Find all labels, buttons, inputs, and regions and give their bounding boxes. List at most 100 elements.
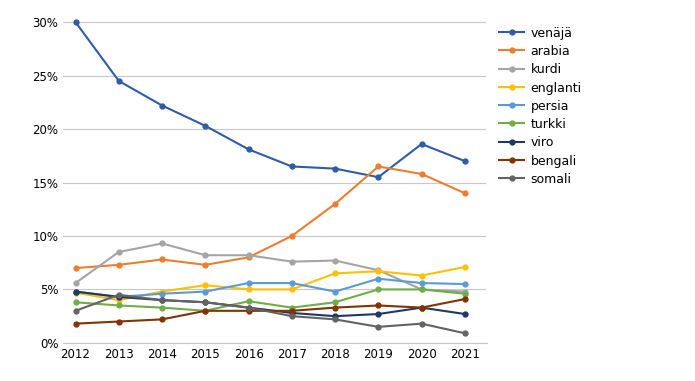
persia xyxy=(115,295,123,299)
turkki xyxy=(418,287,426,292)
turkki xyxy=(201,309,209,313)
englanti xyxy=(418,273,426,278)
arabia xyxy=(201,263,209,267)
venäjä xyxy=(461,159,469,163)
kurdi xyxy=(158,241,166,246)
venäjä xyxy=(245,147,253,152)
viro xyxy=(418,305,426,310)
viro xyxy=(461,312,469,316)
persia xyxy=(158,291,166,296)
arabia xyxy=(288,234,296,238)
kurdi xyxy=(201,253,209,258)
venäjä xyxy=(72,20,80,24)
kurdi xyxy=(331,258,339,263)
arabia xyxy=(115,263,123,267)
englanti xyxy=(201,283,209,287)
Line: bengali: bengali xyxy=(73,297,467,326)
kurdi xyxy=(245,253,253,258)
Legend: venäjä, arabia, kurdi, englanti, persia, turkki, viro, bengali, somali: venäjä, arabia, kurdi, englanti, persia,… xyxy=(497,24,584,188)
englanti xyxy=(288,287,296,292)
Line: venäjä: venäjä xyxy=(73,20,467,179)
kurdi xyxy=(72,281,80,285)
kurdi xyxy=(418,287,426,292)
kurdi xyxy=(461,289,469,294)
viro xyxy=(245,305,253,310)
somali xyxy=(418,321,426,326)
arabia xyxy=(418,172,426,176)
persia xyxy=(418,281,426,285)
somali xyxy=(331,317,339,322)
arabia xyxy=(461,191,469,195)
persia xyxy=(461,282,469,287)
viro xyxy=(201,300,209,304)
venäjä xyxy=(288,164,296,169)
venäjä xyxy=(115,78,123,83)
Line: turkki: turkki xyxy=(73,287,467,313)
bengali xyxy=(374,303,382,308)
viro xyxy=(374,312,382,316)
englanti xyxy=(115,298,123,303)
arabia xyxy=(158,257,166,262)
turkki xyxy=(461,291,469,296)
bengali xyxy=(288,309,296,313)
turkki xyxy=(331,300,339,304)
Line: englanti: englanti xyxy=(73,264,467,303)
persia xyxy=(374,277,382,281)
englanti xyxy=(461,265,469,269)
kurdi xyxy=(115,250,123,254)
Line: viro: viro xyxy=(73,289,467,319)
englanti xyxy=(331,271,339,276)
bengali xyxy=(158,317,166,322)
bengali xyxy=(115,319,123,324)
arabia xyxy=(331,202,339,206)
venäjä xyxy=(331,166,339,171)
persia xyxy=(201,289,209,294)
turkki xyxy=(245,299,253,304)
viro xyxy=(115,295,123,299)
venäjä xyxy=(374,175,382,179)
englanti xyxy=(72,290,80,295)
bengali xyxy=(461,297,469,301)
viro xyxy=(288,311,296,315)
englanti xyxy=(245,287,253,292)
arabia xyxy=(374,164,382,169)
bengali xyxy=(245,309,253,313)
arabia xyxy=(245,255,253,259)
bengali xyxy=(72,321,80,326)
venäjä xyxy=(158,103,166,108)
somali xyxy=(245,305,253,310)
Line: arabia: arabia xyxy=(73,164,467,271)
persia xyxy=(245,281,253,285)
turkki xyxy=(115,303,123,308)
bengali xyxy=(201,309,209,313)
viro xyxy=(331,314,339,319)
persia xyxy=(288,281,296,285)
kurdi xyxy=(374,268,382,272)
arabia xyxy=(72,266,80,271)
somali xyxy=(72,309,80,313)
turkki xyxy=(158,305,166,310)
Line: persia: persia xyxy=(73,276,467,299)
turkki xyxy=(374,287,382,292)
bengali xyxy=(418,305,426,310)
Line: somali: somali xyxy=(73,292,467,336)
viro xyxy=(72,289,80,294)
somali xyxy=(374,325,382,329)
turkki xyxy=(72,300,80,304)
somali xyxy=(288,314,296,319)
venäjä xyxy=(201,123,209,128)
somali xyxy=(461,331,469,336)
Line: kurdi: kurdi xyxy=(73,241,467,294)
persia xyxy=(72,289,80,294)
somali xyxy=(201,300,209,304)
turkki xyxy=(288,305,296,310)
somali xyxy=(158,298,166,303)
venäjä xyxy=(418,142,426,146)
englanti xyxy=(158,289,166,294)
viro xyxy=(158,298,166,303)
englanti xyxy=(374,269,382,274)
kurdi xyxy=(288,259,296,264)
somali xyxy=(115,293,123,297)
persia xyxy=(331,289,339,294)
bengali xyxy=(331,305,339,310)
